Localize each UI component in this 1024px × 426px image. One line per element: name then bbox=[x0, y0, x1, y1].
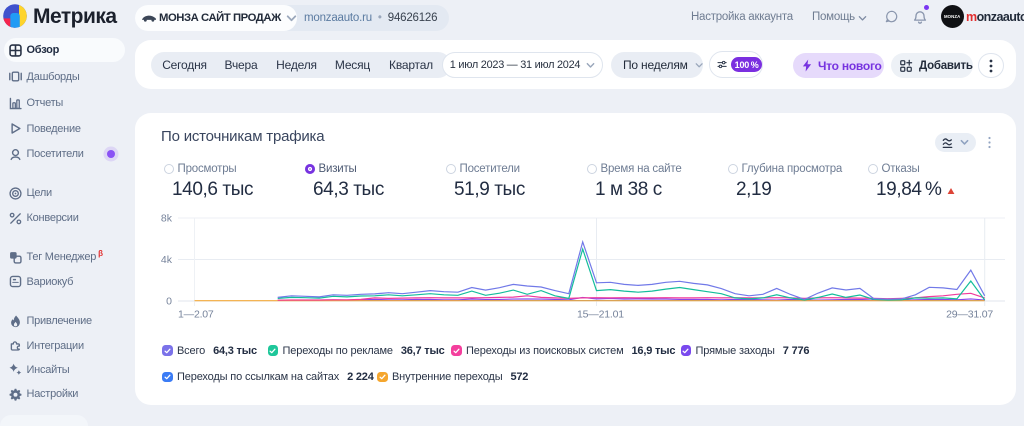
svg-text:8k: 8k bbox=[161, 213, 173, 225]
svg-text:4k: 4k bbox=[161, 254, 173, 266]
svg-text:15—21.01: 15—21.01 bbox=[577, 309, 624, 321]
svg-text:29—31.07: 29—31.07 bbox=[946, 309, 993, 321]
svg-text:0: 0 bbox=[166, 296, 172, 308]
svg-text:1—2.07: 1—2.07 bbox=[178, 309, 214, 321]
